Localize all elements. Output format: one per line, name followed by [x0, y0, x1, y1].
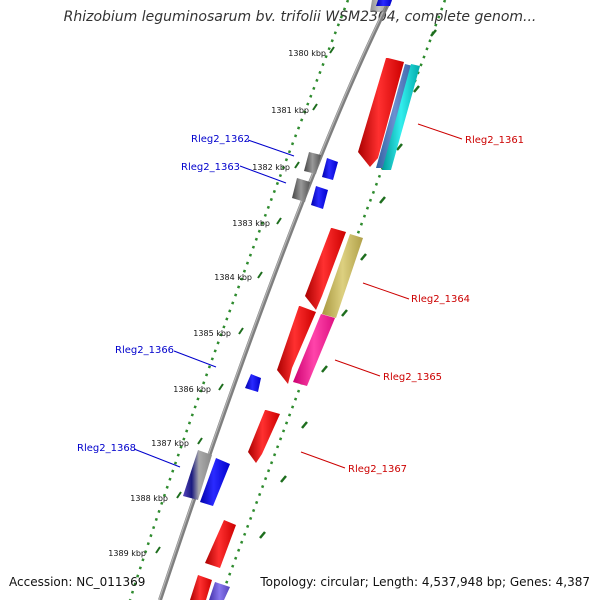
gene-label-rleg2-1362[interactable]: Rleg2_1362: [191, 134, 250, 145]
gene-label-rleg2-1365[interactable]: Rleg2_1365: [383, 372, 442, 383]
gene-rleg2-1362-blue[interactable]: [322, 158, 338, 180]
tick-label-1388: 1388 kbp: [130, 494, 168, 503]
tick-label-1382: 1382 kbp: [252, 163, 290, 172]
leader-rleg2-1363: [239, 165, 287, 184]
gene-rleg2-1368-mixed[interactable]: [183, 450, 212, 500]
gene-rleg2-1361-red[interactable]: [358, 58, 404, 167]
leader-rleg2-1366: [173, 350, 217, 368]
plus-track-major-ticks: [259, 29, 437, 539]
leader-rleg2-1367: [300, 451, 346, 469]
gene-label-rleg2-1361[interactable]: Rleg2_1361: [465, 135, 524, 146]
accession-text: Accession: NC_011369: [9, 575, 146, 589]
gene-rleg2-1366-blue[interactable]: [245, 374, 261, 392]
tick-label-1384: 1384 kbp: [214, 273, 252, 282]
gene-label-rleg2-1364[interactable]: Rleg2_1364: [411, 294, 470, 305]
genome-backbone: [158, 0, 392, 600]
gene-label-rleg2-1366[interactable]: Rleg2_1366: [115, 345, 174, 356]
genome-backbone-highlight: [158, 0, 390, 600]
gene-rleg2-1365-red[interactable]: [277, 306, 316, 384]
leader-rleg2-1365: [334, 359, 381, 377]
tick-label-1383: 1383 kbp: [232, 219, 270, 228]
gene-rleg2-1363-grey[interactable]: [292, 178, 310, 202]
minus-track-major-ticks: [155, 46, 335, 554]
genome-summary-text: Topology: circular; Length: 4,537,948 bp…: [260, 575, 590, 589]
leader-rleg2-1361: [417, 123, 463, 140]
gene-rleg2-1365-pink[interactable]: [293, 314, 335, 386]
tick-label-1389: 1389 kbp: [108, 549, 146, 558]
tick-label-1381: 1381 kbp: [271, 106, 309, 115]
gene-bottom-red-2[interactable]: [190, 575, 212, 600]
tick-label-1380: 1380 kbp: [288, 49, 326, 58]
gene-top-blue[interactable]: [376, 0, 392, 6]
gene-rleg2-1364-red[interactable]: [305, 228, 346, 310]
gene-rleg2-1367-red[interactable]: [248, 410, 280, 463]
tick-label-1387: 1387 kbp: [151, 439, 189, 448]
leader-rleg2-1362: [247, 139, 295, 157]
gene-rleg2-1368-blue[interactable]: [200, 458, 230, 506]
gene-label-rleg2-1363[interactable]: Rleg2_1363: [181, 162, 240, 173]
gene-bottom-slate[interactable]: [209, 582, 230, 600]
gene-rleg2-1361-steelblue[interactable]: [376, 64, 413, 168]
gene-rleg2-1362-grey[interactable]: [304, 152, 321, 174]
gene-rleg2-1361-cyan[interactable]: [382, 64, 420, 170]
gene-label-rleg2-1367[interactable]: Rleg2_1367: [348, 464, 407, 475]
genome-title: Rhizobium leguminosarum bv. trifolii WSM…: [63, 9, 537, 25]
gene-bottom-red-1[interactable]: [205, 520, 236, 568]
tick-label-1386: 1386 kbp: [173, 385, 211, 394]
gene-rleg2-1363-blue[interactable]: [311, 186, 328, 209]
leader-rleg2-1364: [362, 282, 410, 300]
gene-rleg2-1364-khaki[interactable]: [322, 234, 363, 318]
gene-label-rleg2-1368[interactable]: Rleg2_1368: [77, 443, 136, 454]
leader-rleg2-1368: [133, 448, 181, 468]
tick-label-1385: 1385 kbp: [193, 329, 231, 338]
